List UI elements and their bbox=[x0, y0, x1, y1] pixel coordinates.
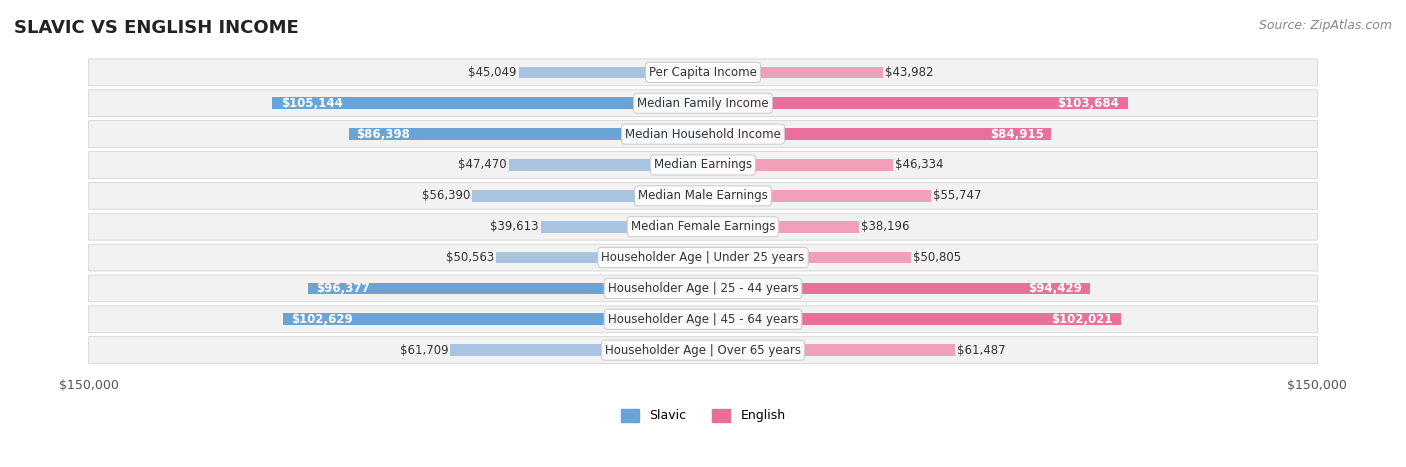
Text: Per Capita Income: Per Capita Income bbox=[650, 66, 756, 79]
FancyBboxPatch shape bbox=[89, 213, 1317, 240]
FancyBboxPatch shape bbox=[89, 59, 1317, 86]
Bar bbox=[509, 159, 703, 171]
Bar bbox=[541, 221, 703, 233]
Bar bbox=[519, 66, 703, 78]
Legend: Slavic, English: Slavic, English bbox=[616, 404, 790, 427]
Text: $50,805: $50,805 bbox=[912, 251, 962, 264]
Text: $55,747: $55,747 bbox=[934, 189, 981, 202]
Bar bbox=[273, 98, 703, 109]
Bar bbox=[703, 159, 893, 171]
Text: $102,021: $102,021 bbox=[1050, 313, 1112, 326]
Text: $46,334: $46,334 bbox=[894, 158, 943, 171]
Bar bbox=[472, 190, 703, 202]
Bar bbox=[283, 313, 703, 325]
Bar bbox=[703, 252, 911, 263]
FancyBboxPatch shape bbox=[89, 183, 1317, 209]
Text: Householder Age | Over 65 years: Householder Age | Over 65 years bbox=[605, 344, 801, 357]
Text: $84,915: $84,915 bbox=[990, 127, 1043, 141]
Bar bbox=[703, 313, 1121, 325]
Text: $38,196: $38,196 bbox=[862, 220, 910, 233]
Text: Median Earnings: Median Earnings bbox=[654, 158, 752, 171]
Text: Median Household Income: Median Household Income bbox=[626, 127, 780, 141]
Text: $50,563: $50,563 bbox=[446, 251, 494, 264]
Text: Householder Age | 25 - 44 years: Householder Age | 25 - 44 years bbox=[607, 282, 799, 295]
Bar bbox=[703, 190, 931, 202]
Text: Median Female Earnings: Median Female Earnings bbox=[631, 220, 775, 233]
FancyBboxPatch shape bbox=[89, 306, 1317, 333]
Bar bbox=[703, 66, 883, 78]
Bar bbox=[703, 344, 955, 356]
Text: $61,487: $61,487 bbox=[957, 344, 1005, 357]
Text: Householder Age | 45 - 64 years: Householder Age | 45 - 64 years bbox=[607, 313, 799, 326]
FancyBboxPatch shape bbox=[89, 275, 1317, 302]
Text: $94,429: $94,429 bbox=[1028, 282, 1083, 295]
Text: $43,982: $43,982 bbox=[886, 66, 934, 79]
FancyBboxPatch shape bbox=[89, 337, 1317, 364]
Text: $105,144: $105,144 bbox=[281, 97, 343, 110]
Text: Householder Age | Under 25 years: Householder Age | Under 25 years bbox=[602, 251, 804, 264]
Text: $102,629: $102,629 bbox=[291, 313, 353, 326]
FancyBboxPatch shape bbox=[89, 120, 1317, 148]
FancyBboxPatch shape bbox=[89, 152, 1317, 178]
Bar bbox=[496, 252, 703, 263]
Bar bbox=[703, 128, 1050, 140]
FancyBboxPatch shape bbox=[89, 90, 1317, 117]
Text: $86,398: $86,398 bbox=[356, 127, 411, 141]
Bar bbox=[349, 128, 703, 140]
Bar bbox=[703, 98, 1128, 109]
Text: SLAVIC VS ENGLISH INCOME: SLAVIC VS ENGLISH INCOME bbox=[14, 19, 299, 37]
Text: $96,377: $96,377 bbox=[316, 282, 370, 295]
Bar bbox=[703, 221, 859, 233]
Text: Median Male Earnings: Median Male Earnings bbox=[638, 189, 768, 202]
Text: $61,709: $61,709 bbox=[399, 344, 449, 357]
Bar bbox=[450, 344, 703, 356]
Text: $47,470: $47,470 bbox=[458, 158, 506, 171]
Text: $103,684: $103,684 bbox=[1057, 97, 1119, 110]
Text: Median Family Income: Median Family Income bbox=[637, 97, 769, 110]
FancyBboxPatch shape bbox=[89, 244, 1317, 271]
Bar bbox=[703, 283, 1090, 294]
Text: $56,390: $56,390 bbox=[422, 189, 470, 202]
Text: $39,613: $39,613 bbox=[491, 220, 538, 233]
Text: Source: ZipAtlas.com: Source: ZipAtlas.com bbox=[1258, 19, 1392, 32]
Bar bbox=[308, 283, 703, 294]
Text: $45,049: $45,049 bbox=[468, 66, 516, 79]
